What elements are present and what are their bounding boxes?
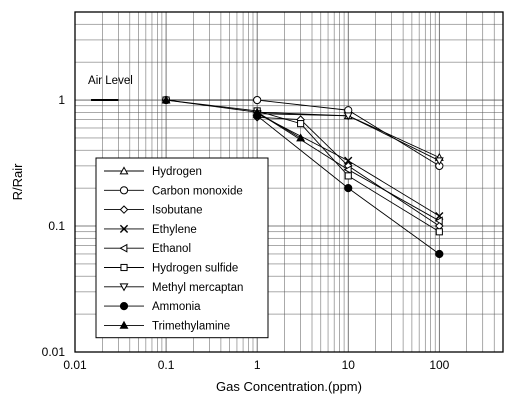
series-layer: [161, 95, 444, 259]
legend-label-isobutane: Isobutane: [152, 205, 203, 217]
legend-marker-carbon-monoxide: [119, 186, 129, 195]
legend-marker-methyl-mercaptan: [119, 283, 129, 292]
plot-frame: [74, 11, 504, 353]
x-tick-label: 0.01: [63, 358, 87, 372]
x-tick-label: 0.1: [158, 358, 175, 372]
legend-label-ethanol: Ethanol: [152, 243, 191, 255]
y-tick-label: 0.1: [48, 219, 65, 233]
data-point-ammonia: [344, 184, 353, 193]
legend-label-ammonia: Ammonia: [152, 301, 201, 313]
legend-marker-ethylene: [119, 224, 129, 233]
data-point-trimethylamine: [161, 95, 171, 104]
legend-marker-hydrogen: [119, 166, 129, 175]
legend-label-carbon-monoxide: Carbon monoxide: [152, 185, 243, 197]
x-tick-label: 100: [429, 358, 449, 372]
data-point-hydrogen-sulfide: [344, 172, 352, 180]
x-tick-label: 1: [254, 358, 261, 372]
air-level-label: Air Level: [88, 75, 133, 87]
legend-marker-isobutane: [119, 205, 129, 214]
x-axis-title: Gas Concentration.(ppm): [216, 379, 362, 394]
data-point-ammonia: [435, 249, 444, 259]
legend-marker-hydrogen-sulfide: [120, 263, 128, 272]
data-point-carbon-monoxide: [253, 95, 262, 105]
legend-label-hydrogen: Hydrogen: [152, 166, 202, 178]
legend-marker-trimethylamine: [119, 320, 129, 329]
series-line-carbon-monoxide: [166, 99, 440, 167]
y-tick-label: 1: [58, 93, 65, 107]
series-line-isobutane: [257, 116, 440, 227]
legend: Hydrogen Carbon monoxide Isobutane Ethylene…: [95, 157, 269, 339]
legend-label-trimethylamine: Trimethylamine: [152, 320, 230, 332]
data-point-ethylene: [344, 156, 353, 165]
y-axis-title: R/Rair: [10, 163, 25, 201]
data-point-trimethylamine: [252, 107, 262, 116]
data-point-hydrogen-sulfide: [297, 120, 305, 128]
legend-marker-ammonia: [119, 302, 129, 311]
legend-label-methyl-mercaptan: Methyl mercaptan: [152, 282, 243, 294]
x-tick-label: 10: [342, 358, 356, 372]
y-tick-label: 0.01: [42, 345, 66, 359]
legend-label-ethylene: Ethylene: [152, 224, 197, 236]
data-point-hydrogen-sulfide: [435, 228, 443, 236]
data-point-ethanol: [343, 165, 352, 175]
data-point-ethanol: [434, 216, 443, 226]
data-point-methyl-mercaptan: [434, 157, 444, 166]
legend-marker-ethanol: [119, 243, 128, 253]
legend-label-hydrogen-sulfide: Hydrogen sulfide: [152, 263, 238, 275]
data-point-methyl-mercaptan: [343, 112, 353, 121]
data-point-trimethylamine: [296, 133, 306, 142]
tick-labels: 0.01 0.1 1 10 100 0.01 0.1 1: [42, 93, 450, 372]
